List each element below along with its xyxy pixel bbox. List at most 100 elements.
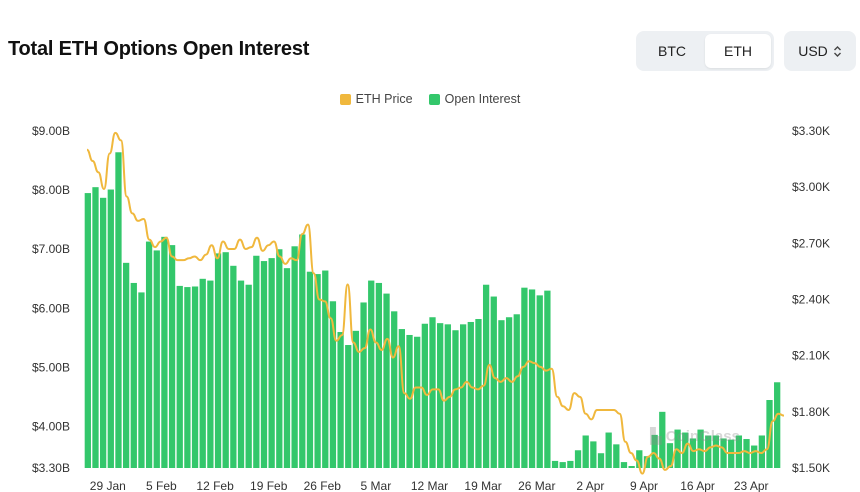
open-interest-bar xyxy=(260,261,268,468)
open-interest-bar xyxy=(414,336,421,468)
open-interest-bar xyxy=(283,268,291,468)
open-interest-bar xyxy=(360,302,367,468)
open-interest-bar xyxy=(145,241,153,468)
open-interest-bar xyxy=(460,324,467,468)
open-interest-bar xyxy=(115,152,122,468)
legend-item-open-interest[interactable]: Open Interest xyxy=(428,92,520,106)
open-interest-bar xyxy=(429,317,436,468)
open-interest-bar xyxy=(230,265,237,468)
open-interest-bar xyxy=(544,290,551,468)
open-interest-bar xyxy=(322,270,329,468)
open-interest-bar xyxy=(375,282,383,468)
open-interest-bar xyxy=(184,287,191,468)
open-interest-bar xyxy=(590,441,597,468)
open-interest-bar xyxy=(582,435,589,468)
open-interest-bar xyxy=(682,432,689,468)
open-interest-bar xyxy=(383,293,390,468)
open-interest-bar xyxy=(122,262,130,468)
open-interest-bar xyxy=(276,249,283,468)
watermark: ▙ CoinGlass xyxy=(650,428,740,445)
y-right-tick-label: $2.40K xyxy=(792,293,830,307)
y-left-tick-label: $7.00B xyxy=(32,242,70,256)
open-interest-bar xyxy=(605,432,612,468)
open-interest-bar xyxy=(161,236,168,468)
eth-price-line xyxy=(86,131,785,475)
open-interest-bar xyxy=(613,444,620,468)
open-interest-bar xyxy=(758,435,765,468)
x-tick-label: 23 Apr xyxy=(734,479,769,492)
tab-btc[interactable]: BTC xyxy=(658,43,686,59)
open-interest-bar xyxy=(444,324,451,468)
open-interest-bar xyxy=(352,330,360,468)
open-interest-bar xyxy=(207,280,214,468)
open-interest-bar xyxy=(291,246,298,468)
x-tick-label: 5 Mar xyxy=(361,479,392,492)
open-interest-bar xyxy=(628,466,635,468)
open-interest-bar xyxy=(597,453,605,468)
open-interest-bar xyxy=(153,250,160,468)
open-interest-bar xyxy=(191,286,199,468)
currency-select[interactable]: USD xyxy=(784,31,856,71)
open-interest-bar xyxy=(222,252,229,468)
y-left-tick-label: $5.00B xyxy=(32,360,70,374)
open-interest-bar xyxy=(467,321,474,468)
open-interest-bar xyxy=(551,460,559,468)
open-interest-bar xyxy=(636,450,643,468)
x-tick-label: 5 Feb xyxy=(146,479,177,492)
y-left-tick-label: $4.00B xyxy=(32,420,70,434)
currency-label: USD xyxy=(798,43,828,59)
open-interest-bar xyxy=(107,189,114,468)
open-interest-bar xyxy=(475,319,482,468)
open-interest-bar xyxy=(505,317,513,468)
open-interest-bar xyxy=(421,323,428,468)
open-interest-bar xyxy=(130,282,137,468)
open-interest-bar xyxy=(368,280,375,468)
y-right-tick-label: $1.80K xyxy=(792,405,830,419)
legend-swatch-price xyxy=(339,93,351,105)
tab-eth[interactable]: ETH xyxy=(705,34,771,68)
open-interest-bar xyxy=(84,193,91,468)
open-interest-bar xyxy=(329,301,337,468)
open-interest-bar xyxy=(237,280,245,468)
open-interest-bar xyxy=(743,439,750,468)
open-interest-bar xyxy=(138,292,145,468)
open-interest-bar xyxy=(705,435,712,468)
open-interest-bar xyxy=(398,329,405,468)
y-left-tick-label: $8.00B xyxy=(32,183,70,197)
open-interest-bar xyxy=(100,197,107,468)
asset-toggle: BTC ETH xyxy=(636,31,774,71)
open-interest-bar xyxy=(666,443,674,468)
open-interest-bar xyxy=(620,462,628,468)
open-interest-bar xyxy=(498,320,505,468)
y-right-tick-label: $2.70K xyxy=(792,236,830,250)
y-left-tick-label: $9.00B xyxy=(32,124,70,138)
open-interest-bar xyxy=(751,445,758,468)
x-tick-label: 2 Apr xyxy=(576,479,604,492)
open-interest-bar xyxy=(521,287,528,468)
open-interest-bar xyxy=(314,274,321,468)
open-interest-bar xyxy=(176,285,183,468)
open-interest-bar xyxy=(92,187,99,469)
open-interest-bar xyxy=(337,332,344,468)
open-interest-bar xyxy=(253,255,260,468)
open-interest-bar xyxy=(306,271,314,468)
open-interest-bar xyxy=(651,434,658,468)
open-interest-bar xyxy=(268,258,275,468)
open-interest-bar xyxy=(345,345,352,468)
y-left-tick-label: $3.30B xyxy=(32,461,70,475)
chart-legend: ETH Price Open Interest xyxy=(0,92,860,106)
open-interest-bar xyxy=(735,435,743,468)
x-tick-label: 12 Feb xyxy=(196,479,234,492)
open-interest-bar xyxy=(299,234,306,468)
open-interest-bar xyxy=(245,284,252,468)
page-title: Total ETH Options Open Interest xyxy=(8,38,310,60)
open-interest-bar xyxy=(437,323,444,468)
open-interest-bar xyxy=(712,435,720,468)
x-tick-label: 19 Feb xyxy=(250,479,288,492)
open-interest-bar xyxy=(536,295,543,468)
x-tick-label: 26 Feb xyxy=(304,479,342,492)
open-interest-bar xyxy=(490,296,497,468)
legend-item-price[interactable]: ETH Price xyxy=(339,92,413,106)
open-interest-bar xyxy=(199,278,206,468)
